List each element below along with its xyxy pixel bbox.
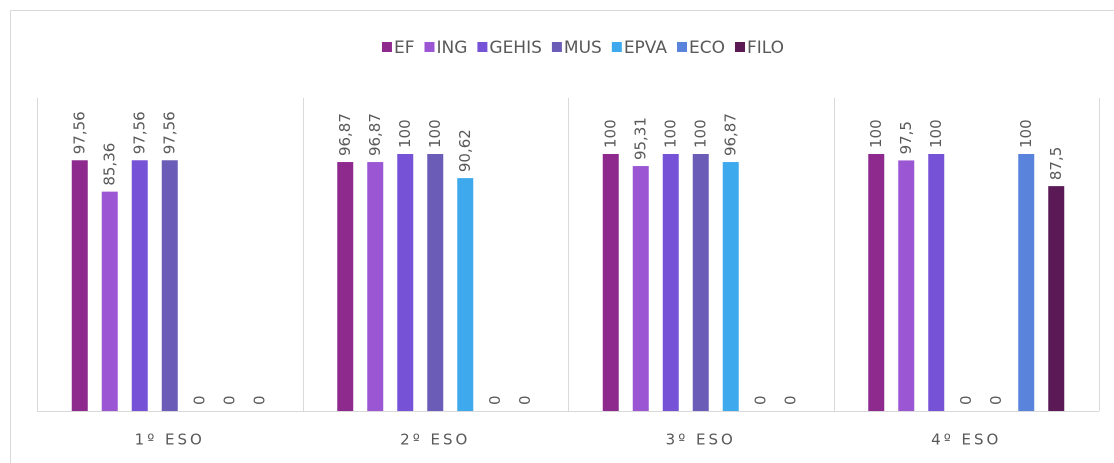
legend-label: ING: [436, 38, 467, 58]
data-label: 97,56: [130, 111, 148, 154]
data-label: 100: [661, 119, 679, 148]
x-tick-label: 4º ESO: [931, 431, 1001, 449]
bar: [427, 154, 444, 411]
bar: [662, 154, 679, 411]
bar: [898, 160, 915, 411]
bar: [457, 178, 474, 411]
x-tick-label: 3º ESO: [666, 431, 736, 449]
legend-label: EF: [394, 38, 415, 58]
data-label: 96,87: [366, 113, 384, 156]
data-label: 0: [751, 395, 769, 405]
data-label: 96,87: [721, 113, 739, 156]
legend-swatch: [611, 42, 622, 52]
bar: [397, 154, 414, 411]
bar: [602, 154, 619, 411]
data-label: 0: [516, 395, 534, 405]
bar: [692, 154, 709, 411]
data-label: 100: [426, 119, 444, 148]
data-label: 97,56: [160, 111, 178, 154]
legend-swatch: [551, 42, 562, 52]
data-label: 0: [190, 395, 208, 405]
legend-swatch: [424, 42, 435, 52]
data-label: 0: [486, 395, 504, 405]
data-label: 100: [1017, 119, 1035, 148]
data-label: 97,5: [897, 121, 915, 154]
data-label: 0: [250, 395, 268, 405]
bar: [1018, 154, 1035, 411]
data-label: 85,36: [100, 143, 118, 186]
bar: [632, 166, 649, 411]
data-label: 0: [987, 395, 1005, 405]
data-label: 0: [220, 395, 238, 405]
legend-swatch: [734, 42, 745, 52]
data-label: 90,62: [456, 129, 474, 172]
legend-swatch: [381, 42, 392, 52]
data-label: 87,5: [1047, 147, 1065, 180]
data-label: 0: [957, 395, 975, 405]
data-label: 100: [601, 119, 619, 148]
bar: [722, 162, 739, 411]
data-label: 96,87: [336, 113, 354, 156]
legend-swatch: [676, 42, 687, 52]
data-label: 100: [927, 119, 945, 148]
data-label: 100: [396, 119, 414, 148]
legend-label: FILO: [747, 38, 784, 58]
x-tick-label: 2º ESO: [400, 431, 470, 449]
data-label: 0: [781, 395, 799, 405]
x-tick-label: 1º ESO: [135, 431, 205, 449]
legend-label: GEHIS: [489, 38, 542, 58]
bar: [337, 162, 354, 411]
bar: [868, 154, 885, 411]
bar: [131, 160, 148, 411]
bar: [1048, 186, 1065, 411]
legend-label: EPVA: [624, 38, 668, 58]
bar: [71, 160, 88, 411]
legend-label: MUS: [564, 38, 602, 58]
data-label: 95,31: [631, 117, 649, 160]
data-label: 100: [691, 119, 709, 148]
legend-label: ECO: [689, 38, 725, 58]
data-label: 100: [867, 119, 885, 148]
bar: [367, 162, 384, 411]
bar: [928, 154, 945, 411]
legend-swatch: [477, 42, 488, 52]
data-label: 97,56: [70, 111, 88, 154]
chart-frame: [10, 10, 1114, 463]
bar: [161, 160, 178, 411]
bar: [101, 191, 118, 411]
